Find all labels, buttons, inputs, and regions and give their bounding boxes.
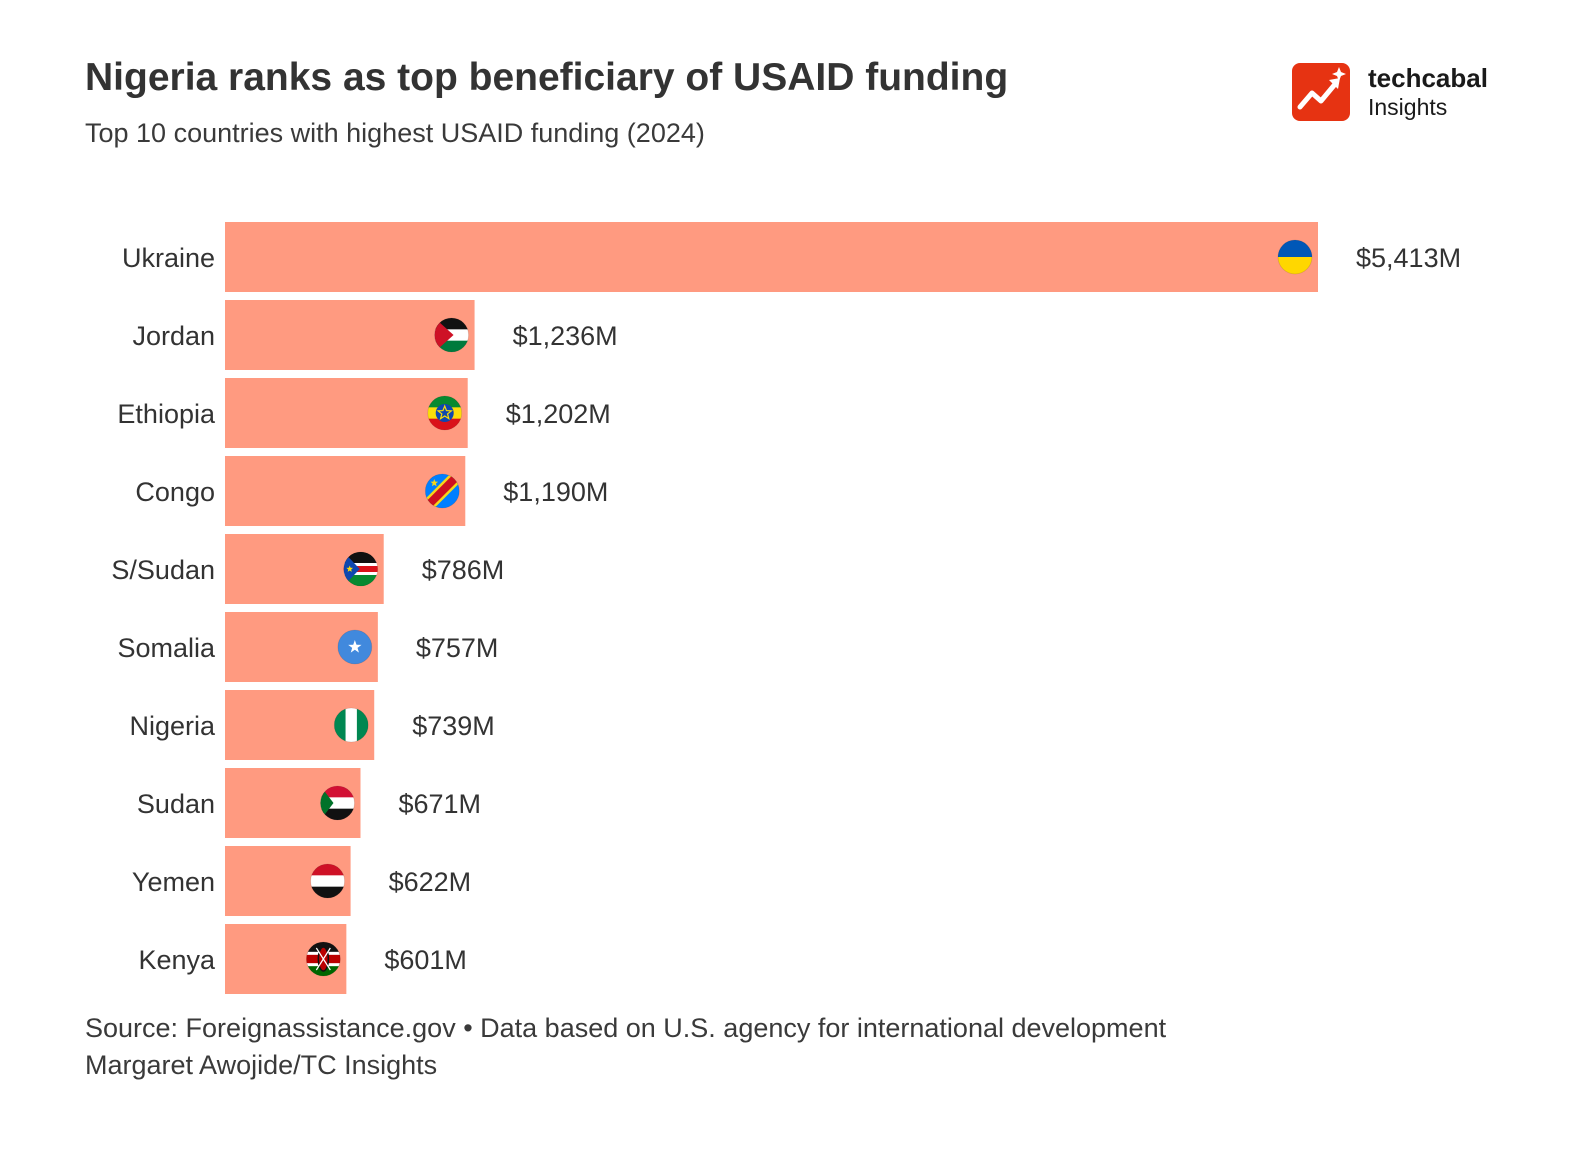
somalia-flag-icon (337, 630, 372, 664)
logo-wordmark: techcabal (1368, 63, 1488, 93)
category-label: Yemen (132, 867, 215, 897)
chart-subtitle: Top 10 countries with highest USAID fund… (85, 118, 705, 148)
yemen-flag-icon (310, 864, 345, 898)
bar (225, 456, 466, 526)
category-label: S/Sudan (111, 555, 215, 585)
bar-row: Kenya $601M (138, 924, 467, 994)
category-label: Congo (135, 477, 215, 507)
bar-row: Ethiopia $1,202M (117, 378, 611, 448)
value-label: $5,413M (1356, 243, 1461, 273)
value-label: $601M (384, 945, 467, 975)
chart-footer: Source: Foreignassistance.gov • Data bas… (85, 1010, 1166, 1084)
chart-title: Nigeria ranks as top beneficiary of USAI… (85, 56, 1009, 99)
bar (225, 378, 468, 448)
value-label: $786M (422, 555, 505, 585)
bar-row: Yemen $622M (132, 846, 471, 916)
techcabal-logo: techcabal Insights (1292, 63, 1542, 123)
category-label: Somalia (117, 633, 216, 663)
author-credit: Margaret Awojide/TC Insights (85, 1050, 438, 1080)
sudan-flag-icon (320, 786, 355, 820)
value-label: $622M (389, 867, 472, 897)
bar-row: Jordan $1,236M (132, 300, 618, 370)
kenya-flag-icon (306, 942, 341, 976)
value-label: $671M (398, 789, 481, 819)
bar-row: Nigeria $739M (129, 690, 495, 760)
bar-chart: Ukraine $5,413M Jordan $1,236M Ethiopia $1,20… (111, 222, 1461, 994)
nigeria-flag-icon (334, 708, 369, 742)
ukraine-flag-icon (1278, 240, 1312, 274)
bar (225, 222, 1318, 292)
category-label: Sudan (137, 789, 215, 819)
techcabal-chart-icon (1292, 63, 1350, 121)
category-label: Ethiopia (117, 399, 216, 429)
value-label: $739M (412, 711, 495, 741)
category-label: Jordan (132, 321, 215, 351)
value-label: $1,236M (513, 321, 618, 351)
value-label: $1,190M (503, 477, 608, 507)
source-note: Source: Foreignassistance.gov • Data bas… (85, 1013, 1167, 1043)
value-label: $1,202M (506, 399, 611, 429)
bar-row: Sudan $671M (137, 768, 481, 838)
jordan-flag-icon (434, 318, 469, 352)
bar-row: Ukraine $5,413M (122, 222, 1461, 292)
category-label: Kenya (138, 945, 216, 975)
ethiopia-flag-icon (427, 396, 462, 430)
bar-row: Congo $1,190M (135, 456, 608, 526)
category-label: Nigeria (129, 711, 216, 741)
south-sudan-flag-icon (343, 552, 378, 586)
logo-subtitle: Insights (1368, 94, 1448, 120)
bar-row: S/Sudan $786M (111, 534, 504, 604)
value-label: $757M (416, 633, 499, 663)
category-label: Ukraine (122, 243, 215, 273)
bar-row: Somalia $757M (117, 612, 498, 682)
bar (225, 300, 475, 370)
